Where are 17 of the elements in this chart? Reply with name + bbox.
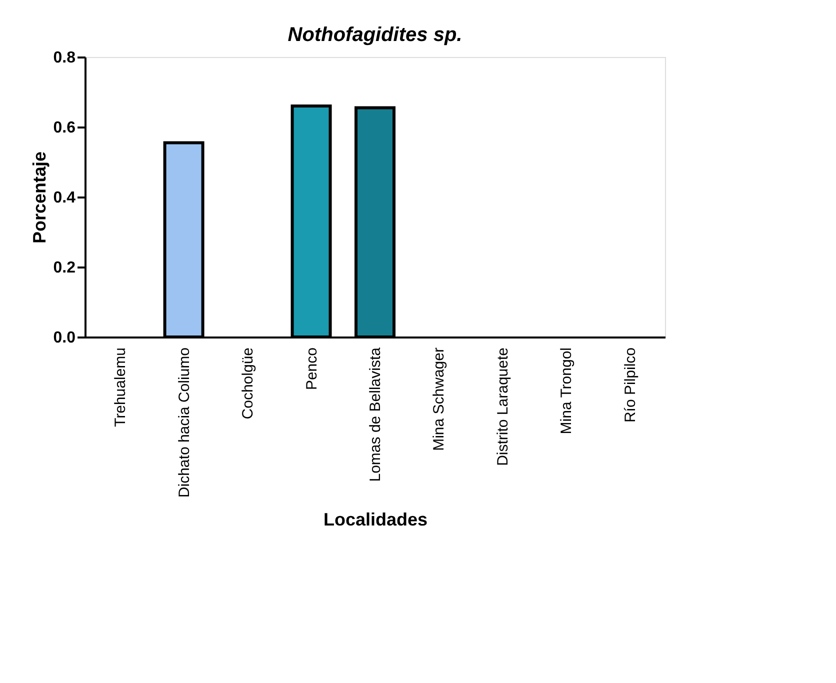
- y-axis-title: Porcentaje: [29, 151, 50, 244]
- x-tick-label: Distrito Laraquete: [494, 348, 512, 466]
- chart-title: Nothofagidites sp.: [288, 24, 462, 46]
- x-tick-label: Río Pilpilco: [622, 348, 639, 423]
- x-tick-label: Mina Trongol: [558, 348, 576, 434]
- x-axis-title: Localidades: [323, 510, 428, 530]
- y-tick-label: 0.6: [53, 120, 76, 136]
- y-tick-label: 0.0: [53, 330, 76, 346]
- x-tick-label: Mina Schwager: [430, 348, 448, 451]
- y-tick-label: 0.8: [53, 50, 76, 66]
- x-tick-label: Lomas de Bellavista: [367, 346, 384, 482]
- x-tick-label: Dichato hacia Coliumo: [176, 348, 193, 498]
- y-tick-label: 0.4: [53, 190, 76, 206]
- x-tick-label: Trehualemu: [112, 348, 130, 427]
- x-tick-label: Penco: [303, 348, 320, 390]
- x-tick-label: Cocholgüe: [240, 348, 257, 420]
- y-tick-label: 0.2: [53, 260, 76, 276]
